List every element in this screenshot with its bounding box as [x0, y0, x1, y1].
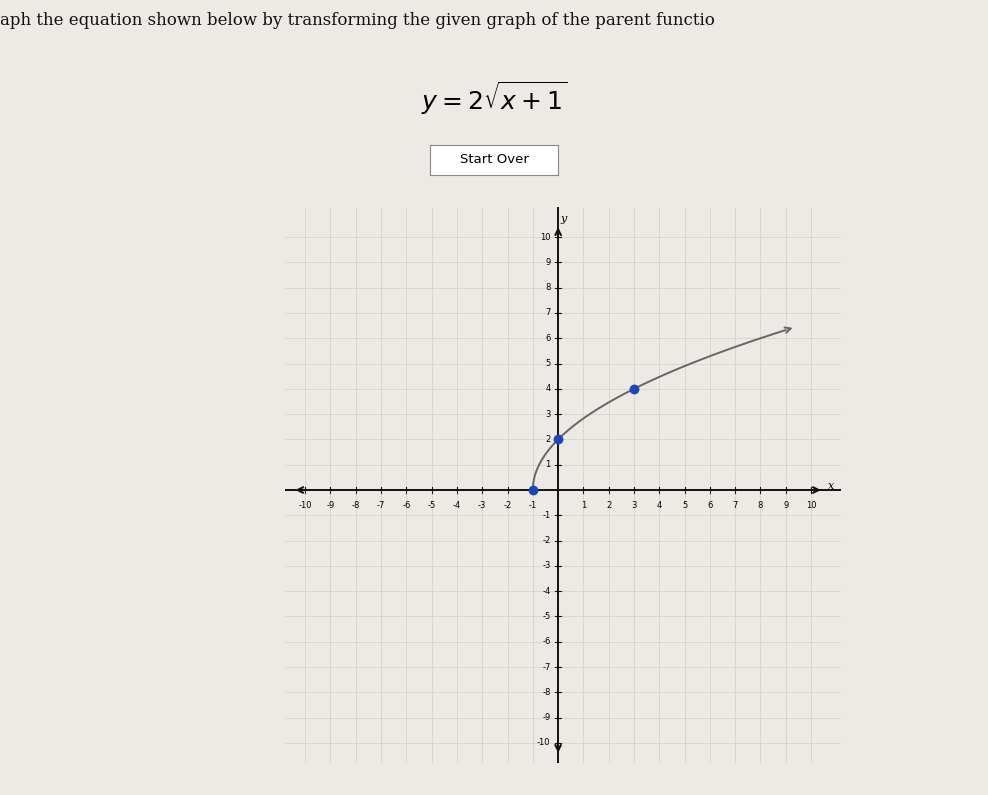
Text: $y = 2\sqrt{x+1}$: $y = 2\sqrt{x+1}$ — [421, 80, 567, 117]
Text: -10: -10 — [537, 739, 550, 747]
Text: 6: 6 — [707, 502, 712, 510]
Text: Start Over: Start Over — [459, 153, 529, 166]
Text: 2: 2 — [545, 435, 550, 444]
Text: 7: 7 — [732, 502, 738, 510]
Text: -9: -9 — [326, 502, 335, 510]
Text: 5: 5 — [545, 359, 550, 368]
Text: 4: 4 — [545, 384, 550, 394]
Text: 3: 3 — [545, 409, 550, 419]
Text: 1: 1 — [581, 502, 586, 510]
Text: 10: 10 — [540, 233, 550, 242]
Text: -6: -6 — [542, 638, 550, 646]
Text: 7: 7 — [545, 308, 550, 317]
Text: -1: -1 — [542, 511, 550, 520]
Text: 9: 9 — [545, 258, 550, 267]
Text: aph the equation shown below by transforming the given graph of the parent funct: aph the equation shown below by transfor… — [0, 12, 715, 29]
Text: 5: 5 — [682, 502, 688, 510]
Text: -7: -7 — [376, 502, 385, 510]
Text: -5: -5 — [542, 612, 550, 621]
Text: -7: -7 — [542, 662, 550, 672]
Text: -10: -10 — [298, 502, 312, 510]
Text: 9: 9 — [783, 502, 788, 510]
Text: -2: -2 — [542, 536, 550, 545]
Text: x: x — [828, 481, 835, 491]
Text: -6: -6 — [402, 502, 411, 510]
Text: -8: -8 — [542, 688, 550, 697]
Text: y: y — [560, 215, 566, 224]
Text: 2: 2 — [606, 502, 612, 510]
Text: -9: -9 — [542, 713, 550, 722]
Text: 6: 6 — [545, 334, 550, 343]
Text: -3: -3 — [478, 502, 486, 510]
Text: 8: 8 — [545, 283, 550, 292]
Text: -4: -4 — [453, 502, 461, 510]
Text: -8: -8 — [352, 502, 360, 510]
Text: 4: 4 — [657, 502, 662, 510]
Text: -5: -5 — [428, 502, 436, 510]
Point — [626, 382, 642, 395]
Text: -2: -2 — [503, 502, 512, 510]
Point — [550, 433, 566, 446]
Text: -3: -3 — [542, 561, 550, 570]
Text: 10: 10 — [806, 502, 816, 510]
Text: -1: -1 — [529, 502, 536, 510]
Text: 8: 8 — [758, 502, 763, 510]
Text: -4: -4 — [542, 587, 550, 595]
Point — [525, 483, 540, 496]
Text: 1: 1 — [545, 460, 550, 469]
Text: 3: 3 — [631, 502, 636, 510]
